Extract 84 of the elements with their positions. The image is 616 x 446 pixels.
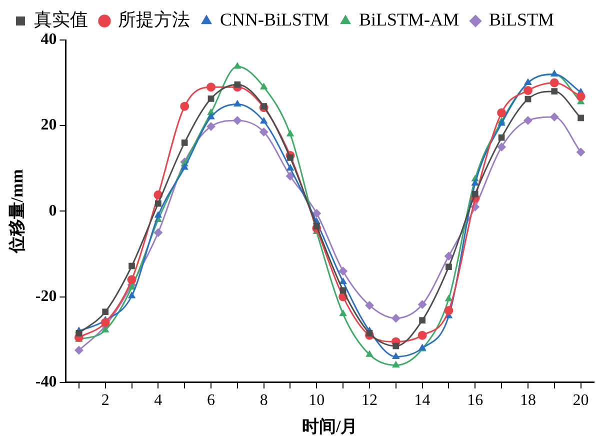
point <box>578 114 584 122</box>
legend-label: BiLSTM-AM <box>359 10 460 30</box>
point <box>260 82 268 90</box>
point <box>444 306 454 315</box>
point <box>206 82 216 92</box>
point <box>180 102 190 111</box>
point <box>471 178 480 186</box>
y-tick-label: -20 <box>35 288 57 305</box>
point <box>366 350 374 357</box>
point <box>128 262 135 270</box>
point <box>391 314 400 323</box>
point <box>340 287 346 294</box>
point <box>102 308 109 315</box>
point <box>180 163 188 170</box>
point <box>498 134 505 141</box>
point <box>523 116 532 125</box>
x-tick-label: 18 <box>520 392 536 410</box>
y-tick-label: 0 <box>48 202 57 220</box>
x-tick-label: 10 <box>308 392 325 410</box>
point <box>208 95 214 102</box>
point <box>312 208 322 218</box>
point <box>523 86 532 96</box>
point <box>259 128 268 137</box>
point <box>287 154 294 161</box>
point <box>76 330 82 336</box>
point <box>313 223 320 230</box>
point <box>366 330 373 336</box>
point <box>551 88 558 95</box>
point <box>260 116 268 124</box>
legend-label: 所提方法 <box>118 10 190 30</box>
x-tick-label: 12 <box>361 392 378 410</box>
y-tick-label: 40 <box>40 31 57 48</box>
point <box>206 122 216 131</box>
y-tick-label: -40 <box>35 374 57 391</box>
point <box>419 317 426 324</box>
point <box>550 78 559 88</box>
point <box>550 112 559 122</box>
point <box>338 266 348 276</box>
point <box>260 103 268 110</box>
y-axis-title: 位移量/mm <box>8 169 27 254</box>
point <box>234 100 242 106</box>
point <box>101 326 110 332</box>
point <box>497 142 506 152</box>
point <box>364 300 374 310</box>
point <box>154 228 163 238</box>
x-tick-label: 14 <box>414 392 430 410</box>
point <box>100 318 110 327</box>
point <box>74 346 84 355</box>
point <box>127 275 136 284</box>
point <box>339 277 347 284</box>
x-axis-title: 时间/月 <box>302 417 358 436</box>
point <box>392 360 400 368</box>
x-tick-label: 6 <box>207 392 216 410</box>
point <box>339 309 347 316</box>
point <box>418 330 427 340</box>
x-tick-label: 8 <box>260 392 268 410</box>
x-tick-label: 2 <box>101 392 110 410</box>
point <box>286 130 294 136</box>
point <box>154 210 162 218</box>
point <box>286 172 295 181</box>
point <box>286 164 294 171</box>
point <box>444 252 454 261</box>
x-tick-label: 4 <box>154 392 162 410</box>
point <box>154 200 162 207</box>
point <box>446 264 452 270</box>
point <box>392 352 400 359</box>
point <box>181 140 188 146</box>
point <box>576 92 586 101</box>
legend-label: CNN-BiLSTM <box>220 10 330 30</box>
point <box>232 116 242 125</box>
legend-label: 真实值 <box>34 10 88 30</box>
point <box>497 108 506 118</box>
x-tick-label: 16 <box>467 392 484 410</box>
y-tick-label: 20 <box>40 116 57 134</box>
point <box>234 62 242 69</box>
point <box>576 148 586 157</box>
point <box>392 342 400 350</box>
point <box>207 112 215 120</box>
point <box>472 190 478 198</box>
legend-label: BiLSTM <box>489 10 554 30</box>
point <box>128 291 136 298</box>
point <box>418 300 427 310</box>
point <box>234 81 241 88</box>
x-tick-label: 20 <box>572 392 589 410</box>
